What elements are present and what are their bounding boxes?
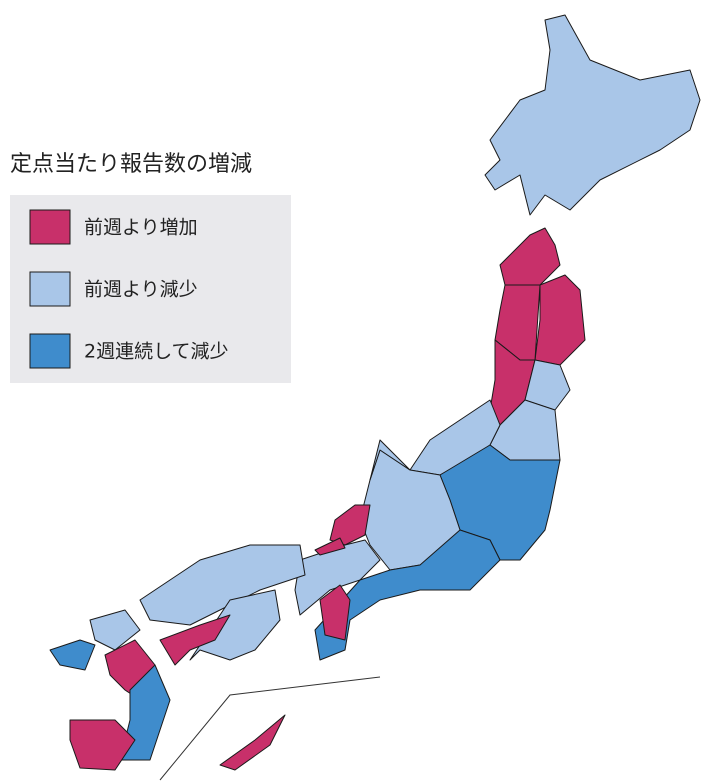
region (89, 609, 141, 651)
legend-label: 前週より増加 (84, 217, 198, 239)
region (534, 274, 586, 366)
region (159, 614, 231, 666)
region (314, 529, 501, 661)
legend-label: 2週連続して減少 (84, 341, 229, 363)
region (319, 584, 351, 641)
legend-label: 前週より減少 (84, 279, 198, 301)
region (369, 439, 411, 481)
region (219, 714, 286, 771)
inset-line (159, 676, 381, 781)
region (314, 537, 346, 556)
region (139, 544, 306, 626)
region (499, 227, 561, 286)
legend-swatch (29, 333, 71, 369)
region (189, 589, 281, 661)
region (329, 504, 371, 546)
region (69, 719, 136, 771)
region (484, 14, 701, 216)
japan-map (49, 14, 701, 781)
legend-swatch (29, 209, 71, 245)
region (524, 359, 571, 411)
legend-title: 定点当たり報告数の増減 (10, 152, 252, 177)
region (49, 639, 96, 671)
region (119, 664, 171, 761)
legend-swatch (29, 271, 71, 307)
